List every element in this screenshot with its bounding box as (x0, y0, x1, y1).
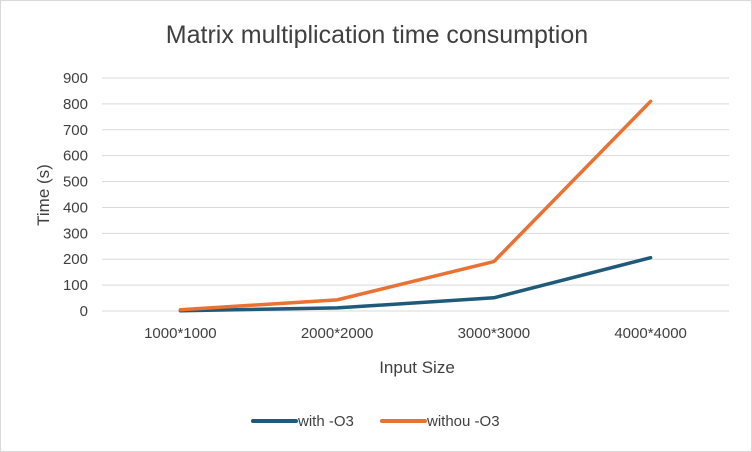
y-tick-label: 700 (63, 122, 88, 139)
legend-label: with -O3 (297, 413, 354, 430)
y-tick-label: 300 (63, 225, 88, 242)
y-tick-label: 800 (63, 96, 88, 113)
y-tick-labels: 0 100 200 300 400 500 600 700 800 900 (63, 70, 88, 320)
x-tick-label: 4000*4000 (614, 325, 687, 342)
x-tick-label: 1000*1000 (144, 325, 217, 342)
y-axis-title: Time (s) (34, 164, 53, 226)
legend-label: withou -O3 (426, 413, 500, 430)
series-line-without-o3 (178, 99, 653, 312)
x-tick-labels: 1000*1000 2000*2000 3000*3000 4000*4000 (144, 325, 687, 342)
y-tick-label: 600 (63, 148, 88, 165)
y-tick-label: 200 (63, 251, 88, 268)
y-tick-label: 400 (63, 199, 88, 216)
y-tick-label: 500 (63, 174, 88, 191)
legend: with -O3 withou -O3 (251, 413, 500, 430)
y-tick-label: 0 (80, 303, 88, 320)
gridlines (102, 77, 729, 312)
y-tick-label: 100 (63, 277, 88, 294)
series-lines (178, 99, 653, 313)
x-tick-label: 2000*2000 (301, 325, 374, 342)
x-axis-title: Input Size (379, 358, 455, 377)
x-tick-label: 3000*3000 (458, 325, 531, 342)
series-line-with-o3 (178, 255, 653, 313)
chart-title: Matrix multiplication time consumption (166, 21, 588, 49)
y-tick-label: 900 (63, 70, 88, 87)
